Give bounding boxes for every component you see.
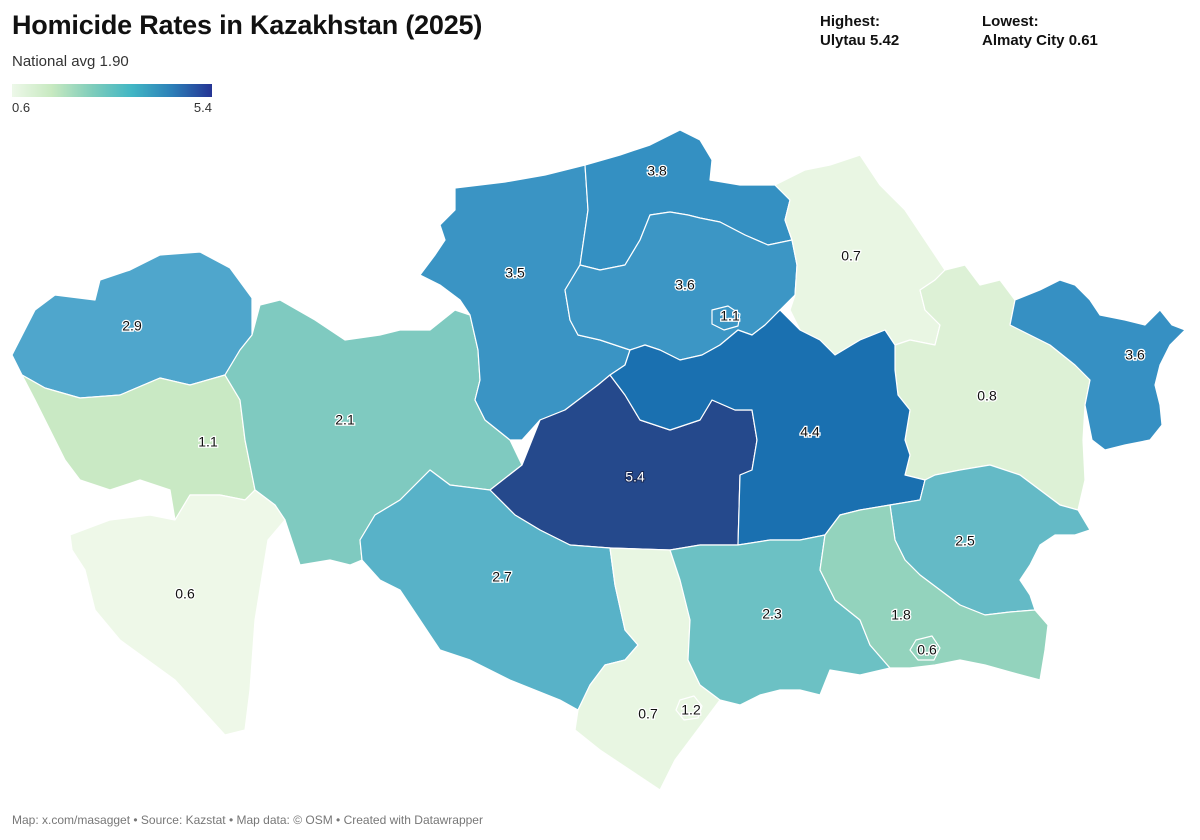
label-zhetisu: 2.5 — [955, 533, 975, 549]
label-astana: 1.1 — [720, 308, 740, 324]
map-footer-credits: Map: x.com/masagget • Source: Kazstat • … — [12, 813, 483, 827]
region-zhambyl[interactable] — [669, 534, 891, 706]
highest-value: Ulytau 5.42 — [820, 32, 900, 49]
legend-max-label: 5.4 — [193, 100, 212, 115]
region-almaty-region[interactable] — [819, 504, 1049, 681]
lowest-stat: Lowest: Almaty City 0.61 — [982, 12, 1098, 50]
label-abai: 3.6 — [1125, 347, 1145, 363]
highest-stat: Highest: Ulytau 5.42 — [820, 12, 899, 50]
legend-gradient-bar — [12, 84, 212, 97]
region-mangystau[interactable] — [69, 489, 286, 736]
label-aktobe: 2.1 — [335, 412, 355, 428]
label-shymkent: 1.2 — [681, 702, 701, 718]
lowest-label: Lowest: — [982, 13, 1039, 30]
lowest-value: Almaty City 0.61 — [982, 32, 1098, 49]
region-almaty-city[interactable] — [909, 635, 941, 661]
region-karaganda[interactable] — [609, 309, 926, 546]
region-abai[interactable] — [1009, 279, 1186, 451]
color-legend: 0.6 5.4 — [12, 84, 212, 115]
map-subtitle: National avg 1.90 — [12, 53, 129, 70]
label-turkistan: 0.7 — [638, 706, 658, 722]
label-kyzylorda: 2.7 — [492, 569, 512, 585]
label-almaty-city: 0.6 — [917, 642, 937, 658]
region-shymkent[interactable] — [675, 695, 703, 721]
region-astana[interactable] — [711, 305, 741, 331]
label-ulytau: 5.4 — [625, 469, 645, 485]
label-north-kazakhstan: 3.8 — [647, 163, 667, 179]
map-title: Homicide Rates in Kazakhstan (2025) — [12, 10, 483, 40]
highest-label: Highest: — [820, 13, 880, 30]
label-east-kazakhstan: 0.8 — [977, 388, 997, 404]
label-pavlodar: 0.7 — [841, 248, 861, 264]
label-kostanay: 3.5 — [505, 265, 525, 281]
legend-min-label: 0.6 — [12, 100, 31, 115]
label-mangystau: 0.6 — [175, 586, 195, 602]
label-zhambyl: 2.3 — [762, 606, 782, 622]
label-akmola: 3.6 — [675, 277, 695, 293]
label-karaganda: 4.4 — [800, 424, 820, 440]
label-atyrau: 1.1 — [198, 434, 218, 450]
region-aktobe[interactable] — [224, 299, 523, 566]
label-almaty-region: 1.8 — [891, 607, 911, 623]
label-west-kazakhstan: 2.9 — [122, 318, 142, 334]
